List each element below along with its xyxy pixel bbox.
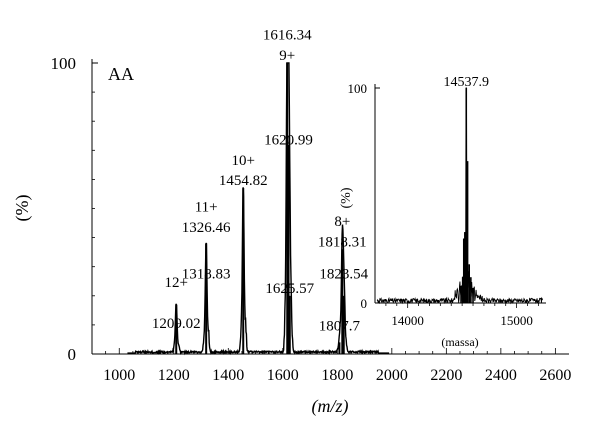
- main-x-tick-label: 1000: [103, 367, 135, 384]
- main-x-tick-label: 1200: [158, 367, 190, 384]
- main-x-tick-label: 2000: [376, 367, 408, 384]
- inset-y-axis-label: (%): [339, 187, 354, 208]
- main-x-tick-label: 2600: [539, 367, 571, 384]
- main-peak-label: 1454.82: [219, 173, 268, 189]
- main-peak-label: 1209.02: [152, 316, 201, 332]
- main-peak-label: 1326.46: [182, 220, 231, 236]
- main-peak-label: 1823.54: [319, 266, 368, 282]
- main-peak-label: 9+: [279, 48, 295, 64]
- inset-deconvoluted-plot: 0 100 14000 15000 (%) (massa) 14537.9: [339, 75, 546, 349]
- main-y-axis-label: (%): [12, 195, 33, 222]
- main-x-axis-label: (m/z): [312, 396, 349, 417]
- main-peak-label: 1620.99: [264, 132, 313, 148]
- main-peak-label: 12+: [164, 275, 187, 291]
- main-y-tick-label: 0: [68, 345, 77, 364]
- main-x-tick-label: 2400: [485, 367, 517, 384]
- main-peak-label: 1818.31: [318, 234, 367, 250]
- main-peak-label: 1625.57: [265, 281, 314, 297]
- main-peak-label: 1318.83: [182, 266, 231, 282]
- main-chart-title: AA: [108, 64, 134, 84]
- main-spectrum-trace: [127, 62, 390, 356]
- inset-spectrum-trace: [376, 87, 544, 305]
- inset-x-tick-label: 15000: [500, 313, 533, 328]
- main-peak-label: 11+: [195, 199, 218, 215]
- main-x-tick-label: 1400: [212, 367, 244, 384]
- inset-y-tick-label: 0: [361, 296, 368, 311]
- main-x-tick-label: 2200: [430, 367, 462, 384]
- main-peak-label: 1807.7: [319, 319, 361, 335]
- inset-x-axis-label: (massa): [441, 335, 478, 349]
- main-peak-label: 8+: [334, 214, 350, 230]
- main-x-tick-label: 1600: [267, 367, 299, 384]
- main-peak-label: 10+: [231, 153, 254, 169]
- inset-x-tick-label: 14000: [391, 313, 424, 328]
- main-y-tick-label: 100: [51, 54, 77, 73]
- inset-peak-label: 14537.9: [444, 75, 490, 90]
- main-x-tick-label: 1800: [321, 367, 353, 384]
- inset-y-tick-label: 100: [348, 81, 368, 96]
- main-peak-label: 1616.34: [263, 28, 312, 44]
